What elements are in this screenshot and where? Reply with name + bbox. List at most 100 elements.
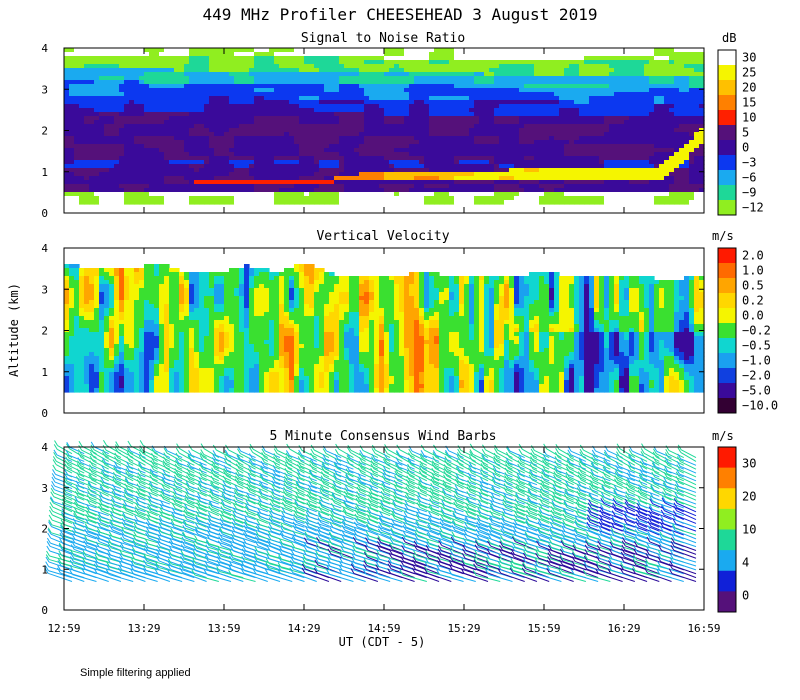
snr-cell: [429, 144, 435, 149]
snr-cell: [509, 148, 515, 153]
snr-cell: [509, 160, 515, 165]
snr-cell: [424, 96, 430, 101]
snr-cell: [689, 136, 695, 141]
snr-cell: [249, 60, 255, 65]
snr-cell: [219, 84, 225, 89]
snr-cell: [309, 120, 315, 125]
snr-cell: [434, 88, 440, 93]
snr-cell: [579, 96, 585, 101]
snr-cell: [254, 56, 260, 61]
snr-cell: [699, 168, 705, 173]
snr-cell: [429, 80, 435, 85]
snr-cell: [284, 116, 290, 121]
snr-cell: [604, 48, 610, 53]
snr-cell: [634, 100, 640, 105]
snr-cell: [589, 96, 595, 101]
snr-cell: [564, 156, 570, 161]
snr-cell: [604, 64, 610, 69]
snr-cell: [109, 176, 115, 181]
snr-cell: [84, 68, 90, 73]
snr-cell: [549, 72, 555, 77]
snr-cell: [324, 100, 330, 105]
snr-cell: [129, 184, 135, 189]
snr-cell: [284, 188, 290, 193]
snr-cell: [679, 108, 685, 113]
snr-cell: [524, 76, 530, 81]
snr-cell: [464, 184, 470, 189]
snr-cell: [294, 136, 300, 141]
snr-cell: [664, 76, 670, 81]
snr-cell: [654, 188, 660, 193]
snr-cell: [194, 84, 200, 89]
snr-cell: [364, 140, 370, 145]
snr-cell: [464, 56, 470, 61]
snr-cell: [349, 184, 355, 189]
snr-cell: [569, 104, 575, 109]
snr-cell: [519, 176, 525, 181]
snr-cell: [679, 152, 685, 157]
snr-cell: [244, 72, 250, 77]
snr-cell: [224, 200, 230, 205]
snr-cell: [369, 128, 375, 133]
snr-cell: [109, 140, 115, 145]
snr-cell: [349, 188, 355, 193]
snr-cell: [529, 172, 535, 177]
snr-cell: [149, 160, 155, 165]
snr-cell: [409, 108, 415, 113]
snr-cell: [434, 144, 440, 149]
snr-cell: [474, 184, 480, 189]
snr-cell: [189, 152, 195, 157]
snr-cell: [544, 180, 550, 185]
snr-cell: [394, 112, 400, 117]
snr-cell: [504, 104, 510, 109]
snr-cell: [334, 68, 340, 73]
snr-cell: [284, 148, 290, 153]
snr-cell: [214, 192, 220, 197]
snr-cell: [464, 176, 470, 181]
snr-cell: [604, 112, 610, 117]
snr-cell: [389, 72, 395, 77]
snr-cell: [249, 96, 255, 101]
snr-cell: [624, 168, 630, 173]
snr-cell: [139, 116, 145, 121]
snr-cell: [524, 52, 530, 57]
snr-cell: [504, 196, 510, 201]
snr-cell: [164, 196, 170, 201]
snr-cell: [624, 148, 630, 153]
snr-cell: [624, 60, 630, 65]
snr-cell: [399, 184, 405, 189]
snr-cell: [449, 112, 455, 117]
snr-cell: [389, 156, 395, 161]
snr-cell: [204, 72, 210, 77]
snr-cell: [489, 64, 495, 69]
snr-cell: [514, 168, 520, 173]
snr-cell: [639, 88, 645, 93]
snr-cell: [129, 120, 135, 125]
snr-cell: [689, 76, 695, 81]
snr-cell: [239, 52, 245, 57]
snr-cell: [349, 76, 355, 81]
snr-cell: [154, 60, 160, 65]
snr-cell: [154, 88, 160, 93]
snr-cell: [669, 48, 675, 53]
snr-cell: [204, 120, 210, 125]
snr-cell: [609, 160, 615, 165]
snr-cell: [649, 140, 655, 145]
snr-cell: [684, 60, 690, 65]
snr-cell: [649, 64, 655, 69]
snr-cell: [459, 180, 465, 185]
snr-cell: [614, 48, 620, 53]
snr-cell: [234, 48, 240, 53]
snr-cell: [414, 104, 420, 109]
snr-cell: [369, 200, 375, 205]
snr-cell: [599, 188, 605, 193]
snr-cell: [219, 88, 225, 93]
snr-cell: [199, 96, 205, 101]
snr-cell: [654, 156, 660, 161]
snr-cell: [229, 100, 235, 105]
snr-cell: [229, 140, 235, 145]
snr-cell: [199, 148, 205, 153]
snr-cell: [649, 200, 655, 205]
snr-cell: [329, 168, 335, 173]
snr-cell: [279, 132, 285, 137]
